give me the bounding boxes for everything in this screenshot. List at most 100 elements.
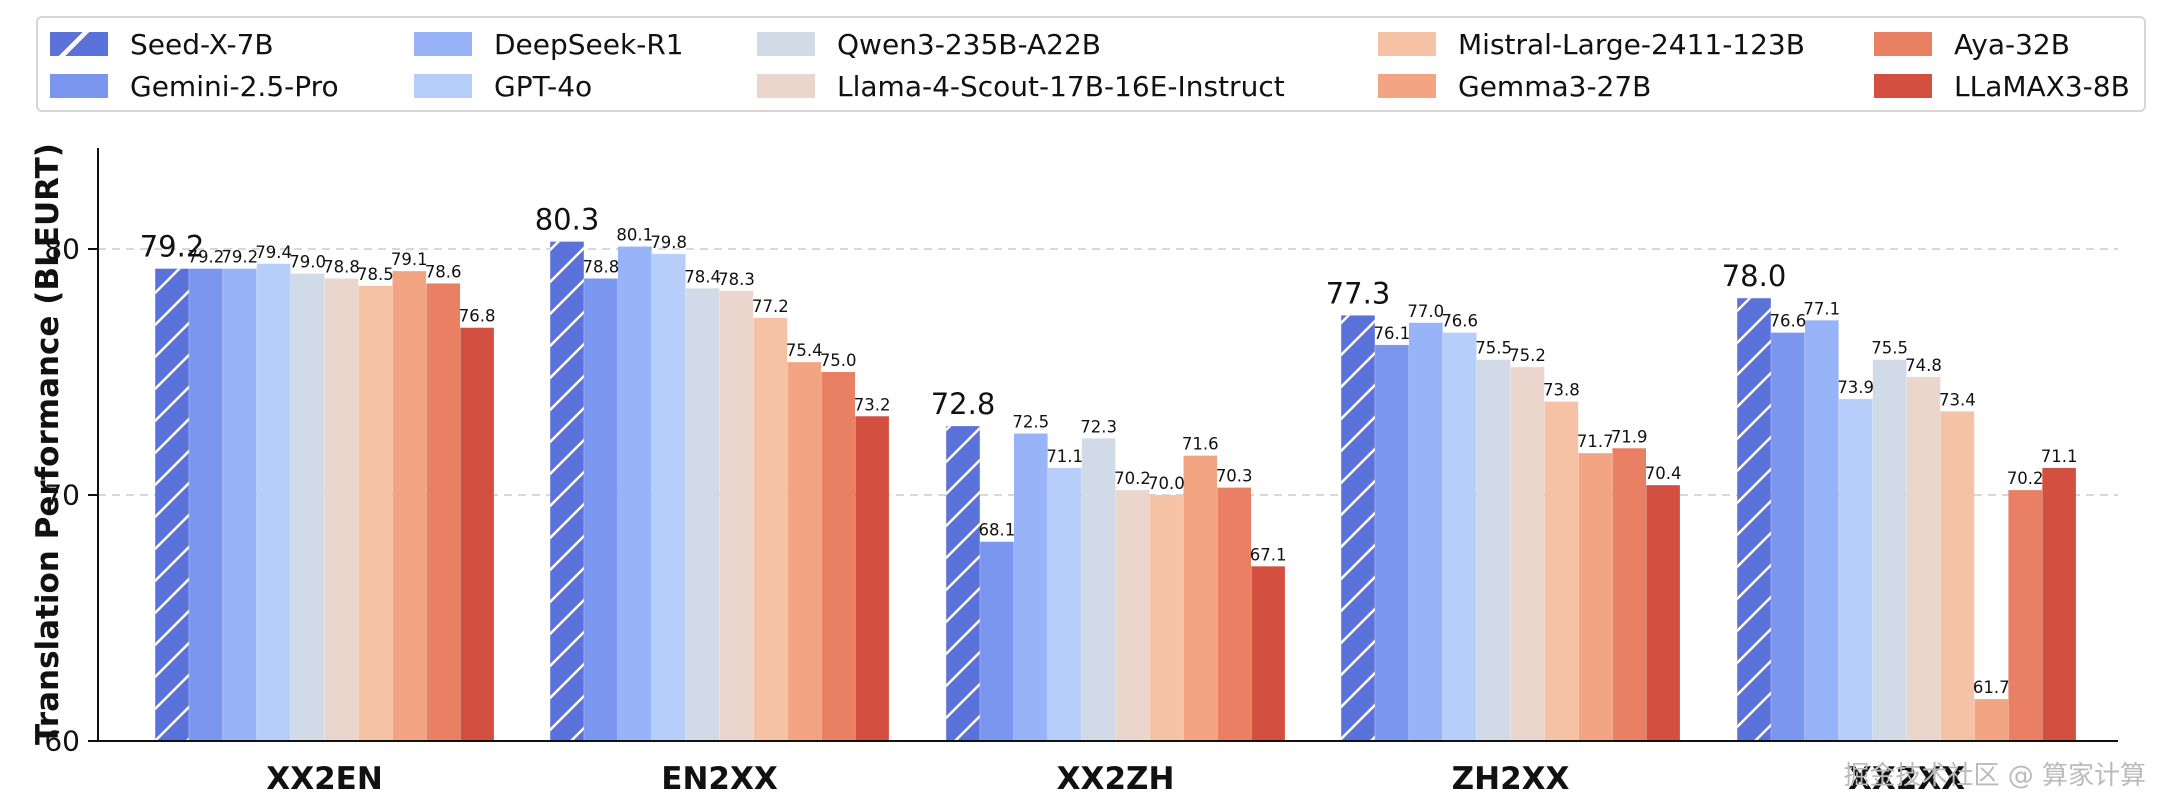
bar-hatch — [946, 426, 980, 741]
legend-label: GPT-4o — [494, 69, 593, 103]
data-label: 72.8 — [931, 387, 996, 421]
data-label: 71.6 — [1182, 435, 1219, 454]
data-label: 68.1 — [979, 521, 1016, 540]
bar — [324, 278, 359, 741]
bar — [1375, 344, 1409, 741]
bar — [460, 327, 494, 741]
bar — [1476, 359, 1511, 741]
legend-label: Llama-4-Scout-17B-16E-Instruct — [837, 69, 1285, 103]
bar — [1510, 367, 1545, 741]
data-label: 73.8 — [1543, 381, 1580, 400]
data-label: 71.1 — [2041, 447, 2078, 466]
data-label: 73.9 — [1837, 378, 1874, 397]
data-label: 78.8 — [583, 258, 620, 277]
legend: Seed-X-7B Gemini-2.5-Pro DeepSeek-R1 GPT-4o… — [36, 16, 2146, 112]
bar — [1906, 376, 1941, 741]
legend-swatch — [1378, 74, 1436, 98]
bar — [1217, 487, 1251, 741]
x-tick-label: XX2EN — [266, 761, 383, 797]
bar — [719, 290, 754, 741]
data-label: 70.4 — [1645, 464, 1682, 483]
y-axis-label: Translation Performance (BLEURT) — [30, 143, 66, 745]
bar — [1646, 485, 1680, 741]
legend-label: Mistral-Large-2411-123B — [1458, 27, 1805, 61]
data-label: 79.2 — [221, 248, 258, 267]
legend-item: Aya-32B — [1874, 24, 2070, 64]
data-label: 79.2 — [140, 230, 205, 264]
data-label: 80.3 — [535, 203, 600, 237]
x-tick-label: EN2XX — [661, 761, 778, 797]
legend-swatch — [1874, 32, 1932, 56]
bar — [1771, 332, 1805, 741]
data-label: 61.7 — [1973, 678, 2010, 697]
x-tick-labels: XX2EN EN2XX XX2ZH ZH2XX XX2XX — [266, 761, 1965, 797]
bar — [584, 278, 618, 741]
data-label: 70.0 — [1148, 474, 1185, 493]
bar — [1578, 453, 1613, 741]
data-label: 78.5 — [357, 265, 394, 284]
bar — [1612, 448, 1646, 741]
legend-swatch — [414, 32, 472, 56]
data-label: 67.1 — [1250, 545, 1287, 564]
bar — [256, 263, 291, 741]
bar — [1115, 490, 1150, 741]
data-label: 71.7 — [1577, 432, 1614, 451]
y-tick-label: 80 — [44, 233, 80, 266]
y-tick-label: 70 — [44, 479, 80, 512]
bar — [1544, 401, 1579, 741]
bar — [2042, 467, 2076, 741]
legend-label: Seed-X-7B — [130, 27, 274, 61]
legend-swatch — [1378, 32, 1436, 56]
bars-layer — [155, 241, 2076, 742]
legend-item: LLaMAX3-8B — [1874, 66, 2130, 106]
bar — [855, 416, 889, 741]
legend-swatch — [414, 74, 472, 98]
data-label: 71.1 — [1046, 447, 1083, 466]
data-label: 77.3 — [1326, 276, 1391, 310]
legend-item: Gemma3-27B — [1378, 66, 1651, 106]
legend-label: Gemini-2.5-Pro — [130, 69, 339, 103]
legend-item: Llama-4-Scout-17B-16E-Instruct — [757, 66, 1285, 106]
data-label: 75.4 — [786, 341, 823, 360]
bar — [1183, 455, 1218, 741]
bar — [1251, 566, 1285, 741]
bar — [753, 317, 788, 741]
legend-label: LLaMAX3-8B — [1954, 69, 2130, 103]
data-label: 78.0 — [1722, 259, 1787, 293]
bar — [821, 372, 855, 741]
x-tick-label: ZH2XX — [1452, 761, 1570, 797]
bar — [1409, 322, 1443, 741]
data-label: 76.1 — [1374, 324, 1411, 343]
data-label: 80.1 — [616, 226, 653, 245]
data-label: 79.2 — [188, 248, 225, 267]
data-label: 78.8 — [323, 258, 360, 277]
data-label: 77.0 — [1407, 302, 1444, 321]
legend-label: DeepSeek-R1 — [494, 27, 684, 61]
data-label: 72.3 — [1080, 417, 1117, 436]
data-label: 72.5 — [1012, 413, 1049, 432]
data-label: 76.8 — [459, 307, 496, 326]
bar-hatch — [155, 268, 189, 741]
legend-swatch — [757, 74, 815, 98]
data-label: 74.8 — [1905, 356, 1942, 375]
legend-item: Mistral-Large-2411-123B — [1378, 24, 1805, 64]
data-label: 73.2 — [854, 395, 891, 414]
bar-hatch — [1737, 298, 1771, 741]
data-label: 71.9 — [1611, 427, 1648, 446]
legend-label: Qwen3-235B-A22B — [837, 27, 1101, 61]
data-label: 75.0 — [820, 351, 857, 370]
bar — [290, 273, 325, 741]
bar — [651, 253, 686, 742]
bar — [426, 283, 460, 741]
data-label: 78.4 — [684, 267, 721, 286]
y-tick-label: 60 — [44, 725, 80, 758]
bar — [1838, 399, 1873, 741]
bar — [685, 288, 720, 741]
data-label: 79.1 — [391, 250, 428, 269]
bar-hatch — [550, 241, 584, 741]
data-label: 76.6 — [1770, 312, 1807, 331]
data-label: 79.0 — [289, 253, 326, 272]
legend-label: Aya-32B — [1954, 27, 2070, 61]
data-label: 70.2 — [1114, 469, 1151, 488]
axes-layer — [97, 148, 2118, 742]
